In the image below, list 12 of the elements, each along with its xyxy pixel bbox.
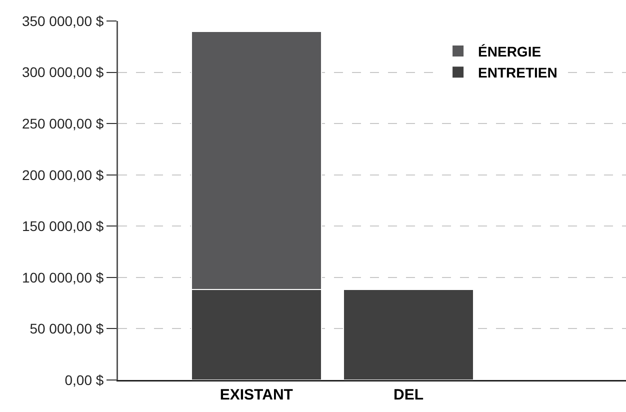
x-tick-label: DEL <box>394 386 424 404</box>
legend-label: ENTRETIEN <box>478 64 558 81</box>
legend-label: ÉNERGIE <box>478 43 542 60</box>
y-tick-label: 100 000,00 $ <box>22 269 104 286</box>
y-tick-label: 250 000,00 $ <box>22 115 104 132</box>
y-tick-label: 200 000,00 $ <box>22 166 104 183</box>
y-tick-label: 300 000,00 $ <box>22 64 104 80</box>
y-tick-label: 50 000,00 $ <box>30 320 104 337</box>
y-tick-label: 350 000,00 $ <box>22 12 104 29</box>
y-tick-label: 150 000,00 $ <box>22 218 104 234</box>
x-tick-label: EXISTANT <box>220 386 293 404</box>
y-tick-label: 0,00 $ <box>64 372 104 388</box>
